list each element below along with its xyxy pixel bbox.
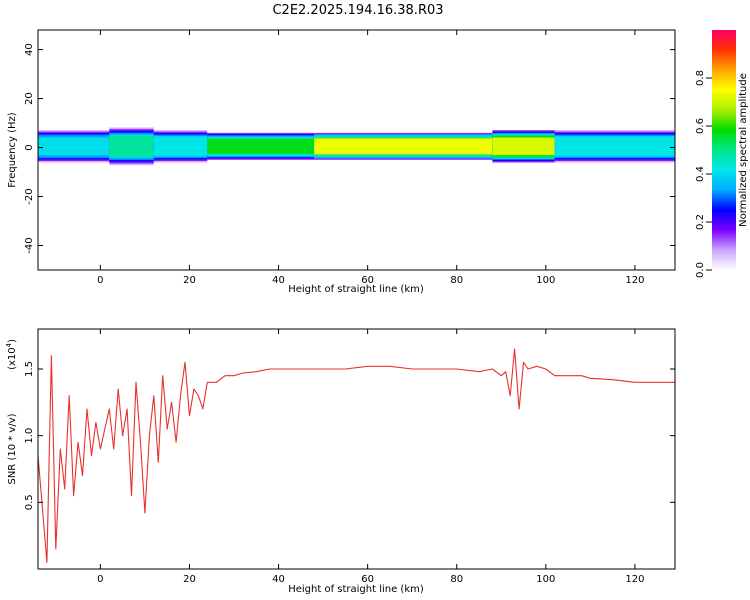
spectrogram-x-tick-label-1: 20 [183, 275, 196, 286]
snr-x-tick-label-1: 20 [183, 574, 196, 585]
snr-x-tick-label-0: 0 [97, 574, 103, 585]
spectrogram-x-tick-label-4: 80 [450, 275, 463, 286]
snr-x-tick-label-2: 40 [272, 574, 285, 585]
snr-scale-label: (x10 [7, 347, 18, 370]
spectrogram-y-tick-label-4: 40 [24, 43, 35, 56]
spectrogram-panel: 0 20 40 60 80 100 120 -40 -20 0 20 40 Height of st… [7, 29, 676, 295]
snr-x-label: Height of straight line (km) [288, 584, 424, 595]
spectrogram-y-tick-label-2: 0 [24, 144, 35, 150]
spectrogram-band-segment-4-layer-5 [314, 138, 493, 154]
snr-series [37, 348, 675, 563]
snr-y-tick-label-1: 1.0 [24, 428, 35, 444]
spectrogram-band-segment-0-layer-5 [38, 137, 110, 156]
colorbar-ticks: 0.0 0.2 0.4 0.6 0.8 [695, 70, 712, 278]
snr-y-ticks: 0.5 1.0 1.5 [24, 361, 675, 510]
spectrogram-x-tick-label-2: 40 [272, 275, 285, 286]
colorbar-tick-label-3: 0.6 [695, 118, 706, 134]
colorbar-tick-label-2: 0.4 [695, 166, 706, 182]
spectrogram-x-tick-label-6: 120 [625, 275, 644, 286]
snr-scale-close: ) [7, 339, 18, 343]
spectrogram-x-label: Height of straight line (km) [288, 284, 424, 295]
snr-x-tick-label-3: 60 [361, 574, 374, 585]
spectrogram-y-label: Frequency (Hz) [7, 112, 18, 188]
colorbar-tick-label-1: 0.2 [695, 214, 706, 230]
spectrogram-band-segment-6-layer-5 [554, 137, 675, 156]
figure-title: C2E2.2025.194.16.38.R03 [272, 3, 443, 18]
spectrogram-x-tick-label-3: 60 [361, 275, 374, 286]
colorbar-tick-label-0: 0.0 [695, 262, 706, 278]
snr-x-ticks: 0 20 40 60 80 100 120 [97, 329, 644, 585]
spectrogram-frame [37, 29, 676, 271]
snr-x-tick-label-6: 120 [625, 574, 644, 585]
spectrogram-band-segment-2-layer-5 [153, 137, 208, 156]
svg-text:(x104): (x104) [5, 339, 18, 370]
spectrogram-y-tick-label-3: 20 [24, 92, 35, 105]
colorbar-tick-label-4: 0.8 [695, 70, 706, 86]
spectrogram-x-tick-label-5: 100 [536, 275, 555, 286]
snr-frame [37, 328, 676, 570]
spectrogram-band-segment-1-layer-5 [109, 136, 154, 157]
snr-x-tick-label-5: 100 [536, 574, 555, 585]
snr-scale-factor: (x104) [5, 339, 18, 370]
snr-scale-exponent: 4 [5, 342, 13, 347]
colorbar-gradient [712, 30, 736, 270]
spectrogram-x-ticks: 0 20 40 60 80 100 120 [97, 30, 644, 286]
colorbar: 0.0 0.2 0.4 0.6 0.8 Normalized spectral ampl… [695, 30, 749, 278]
spectrogram-band-segment-3-layer-5 [207, 138, 315, 154]
snr-y-tick-label-0: 0.5 [24, 494, 35, 510]
snr-line-0 [37, 348, 675, 563]
spectrogram-x-tick-label-0: 0 [97, 275, 103, 286]
snr-panel: 0 20 40 60 80 100 120 0.5 1.0 1.5 Height of stra… [5, 328, 676, 595]
spectrogram-band-segment-5-layer-5 [492, 137, 555, 156]
spectrogram-y-ticks: -40 -20 0 20 40 [24, 43, 675, 254]
spectrogram-band [38, 127, 675, 166]
colorbar-label: Normalized spectral amplitude [738, 73, 749, 227]
snr-y-label: SNR (10 * v/v) [7, 413, 18, 484]
snr-x-tick-label-4: 80 [450, 574, 463, 585]
spectrogram-y-tick-label-0: -40 [24, 237, 35, 253]
spectrogram-y-tick-label-1: -20 [24, 188, 35, 204]
snr-plot-area [38, 329, 675, 569]
snr-y-tick-label-2: 1.5 [24, 361, 35, 377]
